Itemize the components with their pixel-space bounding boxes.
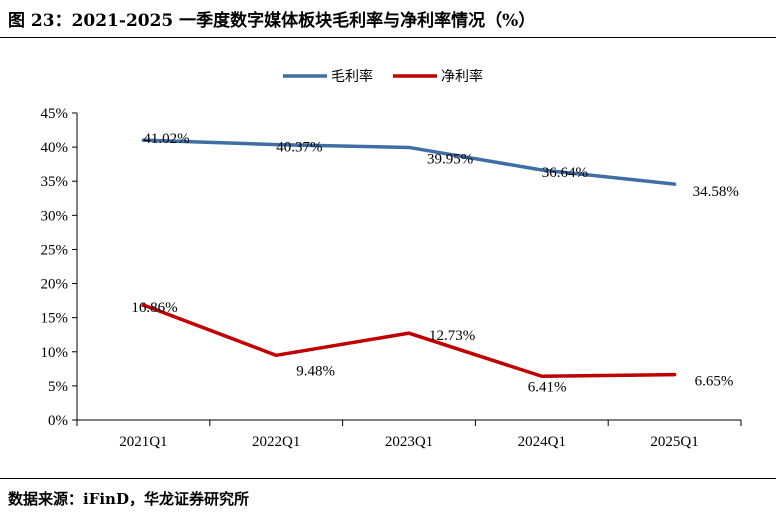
data-point (540, 374, 544, 378)
legend-label: 净利率 (441, 68, 483, 85)
legend-label: 毛利率 (331, 68, 373, 85)
y-tick-label: 20% (41, 277, 69, 293)
axes: 0% 5% 10% 15% 20% 25% 30% 35% 40% 45% 2021Q1 2022Q1… (41, 106, 742, 450)
source-rule (0, 478, 776, 479)
data-point (540, 168, 544, 172)
series-layer (141, 138, 677, 379)
data-label: 6.65% (695, 374, 734, 390)
x-tick-label: 2025Q1 (650, 434, 698, 450)
data-point (407, 331, 411, 335)
y-tick-label: 40% (41, 140, 69, 156)
data-point (407, 145, 411, 149)
x-tick-label: 2022Q1 (252, 434, 300, 450)
series-line-1 (141, 303, 677, 379)
x-tick-label: 2024Q1 (518, 434, 566, 450)
line-chart: 毛利率 净利率 0% 5% 10% 15% 20% 25% 30% 35% 40% 45% 2021Q… (41, 68, 742, 450)
x-tick-label: 2021Q1 (119, 434, 167, 450)
data-point (673, 373, 677, 377)
data-label: 9.48% (296, 363, 335, 379)
data-label: 16.86% (131, 300, 177, 316)
data-point (141, 138, 145, 142)
data-label: 6.41% (528, 379, 567, 395)
data-label: 40.37% (276, 140, 322, 156)
y-tick-label: 25% (41, 242, 69, 258)
y-tick-label: 45% (41, 106, 69, 122)
y-tick-label: 10% (41, 345, 69, 361)
y-tick-label: 30% (41, 208, 69, 224)
y-tick-label: 15% (41, 311, 69, 327)
data-point (274, 143, 278, 147)
x-tick-label: 2023Q1 (385, 434, 433, 450)
y-tick-label: 5% (48, 379, 68, 395)
title-rule (0, 37, 776, 38)
data-label: 39.95% (427, 151, 473, 167)
figure-title: 图 23：2021-2025 一季度数字媒体板块毛利率与净利率情况（%） (8, 11, 536, 31)
legend: 毛利率 净利率 (283, 68, 483, 85)
y-tick-label: 0% (48, 413, 68, 429)
data-labels: 41.02% 40.37% 39.95% 36.64% 34.58% 16.86% 9.48… (131, 131, 738, 395)
data-label: 12.73% (429, 328, 475, 344)
y-tick-label: 35% (41, 174, 69, 190)
source-note: 数据来源：iFinD，华龙证券研究所 (8, 490, 249, 508)
data-label: 36.64% (542, 165, 588, 181)
data-point (274, 353, 278, 357)
data-label: 41.02% (143, 131, 189, 147)
data-point (673, 182, 677, 186)
data-point (141, 303, 145, 307)
data-label: 34.58% (693, 184, 739, 200)
